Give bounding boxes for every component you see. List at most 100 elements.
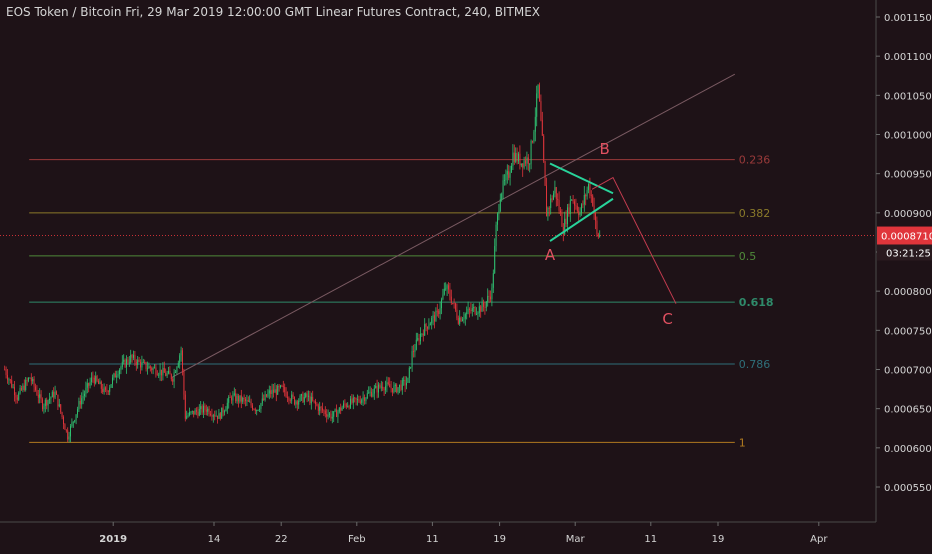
- candle-body: [562, 226, 564, 235]
- candle-body: [536, 93, 538, 117]
- candle-body: [368, 392, 370, 394]
- candle-body: [336, 409, 337, 417]
- candle-body: [324, 410, 326, 415]
- candle-body: [75, 414, 77, 421]
- candle-body: [315, 401, 316, 405]
- candle-body: [527, 157, 529, 164]
- candle-body: [116, 375, 118, 378]
- candle-body: [380, 386, 382, 388]
- x-tick-label: Mar: [566, 534, 586, 545]
- x-tick-label: 19: [712, 534, 725, 545]
- candle-body: [354, 397, 356, 399]
- candle-body: [177, 362, 179, 368]
- candle-body: [502, 180, 504, 194]
- candle-body: [11, 380, 13, 388]
- candle-body: [268, 390, 270, 394]
- candle-body: [344, 403, 346, 405]
- countdown-bg: [877, 244, 932, 261]
- candle-body: [358, 399, 360, 402]
- candle-body: [372, 393, 374, 397]
- candle-body: [179, 355, 181, 363]
- candle-body: [36, 389, 38, 396]
- candle-body: [186, 416, 188, 419]
- candle-body: [513, 152, 515, 162]
- candle-body: [250, 401, 252, 406]
- candle-body: [441, 299, 442, 309]
- candle-body: [420, 333, 421, 342]
- candle-body: [249, 401, 251, 403]
- candle-body: [231, 397, 232, 401]
- candle-body: [140, 361, 141, 368]
- candle-body: [291, 394, 293, 401]
- candle-body: [350, 398, 351, 408]
- candle-body: [53, 391, 55, 398]
- candle-body: [379, 384, 381, 388]
- candle-body: [445, 288, 447, 290]
- candle-body: [176, 367, 178, 373]
- candle-body: [590, 195, 592, 196]
- candle-body: [467, 308, 469, 313]
- candle-body: [147, 368, 148, 370]
- candle-body: [495, 224, 497, 247]
- candle-body: [470, 309, 472, 312]
- candle-body: [569, 200, 571, 214]
- candle-body: [242, 397, 244, 402]
- candle-body: [19, 387, 21, 394]
- candle-body: [392, 388, 393, 393]
- candle-body: [519, 153, 521, 166]
- candle-body: [525, 160, 526, 164]
- candle-body: [275, 389, 277, 395]
- candle-body: [583, 194, 585, 205]
- candle-body: [411, 351, 413, 367]
- candle-body: [25, 380, 27, 391]
- candle-body: [523, 160, 525, 168]
- candle-body: [512, 152, 514, 166]
- candle-body: [79, 400, 81, 405]
- candle-body: [292, 394, 294, 398]
- candle-body: [378, 384, 379, 393]
- candle-body: [96, 376, 98, 381]
- candle-body: [558, 199, 560, 211]
- candle-body: [42, 399, 43, 410]
- candle-body: [92, 377, 94, 379]
- fibonacci-retracement: 0.236 0.382 0.5 0.618 0.786 1: [0, 154, 876, 449]
- candle-body: [424, 324, 426, 336]
- candle-body: [47, 400, 49, 406]
- candle-body: [218, 413, 220, 419]
- candle-body: [161, 369, 162, 376]
- candle-body: [40, 394, 42, 400]
- candle-body: [499, 199, 501, 212]
- candle-body: [102, 388, 104, 393]
- candle-body: [277, 385, 279, 395]
- candle-body: [568, 207, 570, 214]
- candle-body: [123, 359, 125, 362]
- candle-body: [317, 405, 319, 411]
- candle-body: [446, 285, 448, 289]
- candle-body: [184, 394, 186, 419]
- candle-body: [413, 351, 414, 353]
- fib-level-label: 0.236: [739, 154, 771, 167]
- candle-body: [483, 302, 484, 308]
- candle-body: [396, 384, 398, 393]
- candle-body: [15, 395, 17, 398]
- candle-body: [88, 383, 90, 386]
- candle-body: [504, 180, 505, 181]
- candle-body: [546, 185, 547, 217]
- candle-body: [235, 393, 237, 402]
- candle-body: [303, 397, 305, 403]
- candle-body: [145, 362, 147, 369]
- candle-body: [533, 131, 535, 142]
- candle-body: [331, 416, 333, 419]
- candle-body: [252, 405, 253, 410]
- candle-body: [141, 362, 143, 368]
- candle-body: [582, 204, 584, 206]
- candle-body: [450, 296, 452, 304]
- x-tick-label: 19: [493, 534, 506, 545]
- wave-label-C: C: [662, 310, 672, 328]
- triangle-lower-line: [549, 197, 614, 242]
- candle-body: [404, 379, 406, 386]
- candle-body: [481, 302, 483, 312]
- candle-body: [28, 378, 29, 381]
